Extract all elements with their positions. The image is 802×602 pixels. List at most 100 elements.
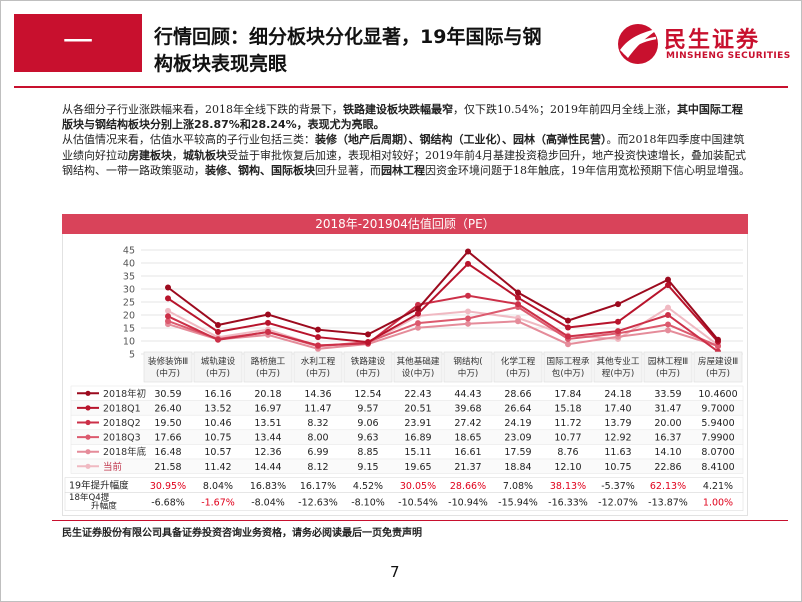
legend-marker — [85, 434, 91, 440]
table-row — [70, 458, 744, 474]
column-header-label: 其他专业工 — [597, 355, 640, 367]
column-header-label: 城轨建设 — [201, 355, 236, 367]
table-cell: 10.77 — [554, 433, 581, 444]
section-number: 一 — [63, 25, 93, 60]
data-point — [265, 311, 271, 318]
y-tick-label: 30 — [123, 285, 135, 296]
summary-cell: -16.33% — [548, 498, 588, 509]
data-point — [565, 324, 571, 331]
data-point — [165, 284, 171, 291]
table-cell: 26.64 — [504, 403, 531, 414]
data-point — [215, 328, 221, 335]
table-cell: 11.47 — [304, 403, 331, 414]
column-header-label: (中万) — [156, 367, 180, 379]
table-cell: 19.50 — [154, 418, 181, 429]
data-point — [365, 331, 371, 338]
table-cell: 16.97 — [254, 403, 281, 414]
column-header-label: 设(中万) — [402, 367, 435, 379]
data-point — [365, 339, 371, 346]
data-point — [615, 301, 621, 308]
intro-run: 装修（地产后周期）、钢结构（工业化）、园林（高弹性民营） — [315, 133, 607, 147]
table-cell: 14.44 — [254, 462, 281, 473]
intro-paragraph-2: 从估值情况来看，估值水平较高的子行业包括三类：装修（地产后周期）、钢结构（工业化… — [62, 132, 752, 178]
column-header-label: (中万) — [206, 367, 230, 379]
summary-cell: -12.07% — [598, 498, 638, 509]
intro-run: 装修、钢构、国际板块 — [205, 163, 315, 177]
table-cell: 17.66 — [154, 433, 181, 444]
data-point — [315, 326, 321, 333]
table-cell: 13.44 — [254, 433, 281, 444]
column-header-cell — [293, 351, 343, 383]
series-line-2 — [167, 294, 719, 353]
data-point — [665, 312, 671, 318]
legend-marker — [85, 449, 91, 455]
column-header-label: (中万) — [356, 367, 380, 379]
column-header-label: 化学工程 — [501, 355, 536, 367]
y-tick-label: 5 — [129, 350, 135, 361]
data-point — [215, 321, 221, 328]
table-cell: 8.12 — [307, 462, 328, 473]
intro-run: 城轨板块 — [183, 148, 227, 162]
column-header-cell — [243, 351, 293, 383]
table-cell: 23.09 — [504, 433, 531, 444]
data-point — [665, 321, 671, 328]
column-header-label: 中万) — [458, 367, 479, 379]
chart-title-bar: 2018年-201904估值回顾（PE） — [62, 214, 748, 234]
column-header-cell — [643, 351, 693, 383]
intro-run: 从估值情况来看，估值水平较高的子行业包括三类： — [62, 133, 315, 147]
logo-mark-icon — [618, 24, 660, 64]
column-header-label: 铁路建设 — [351, 355, 386, 367]
table-cell: 13.51 — [254, 418, 281, 429]
data-point — [515, 301, 521, 308]
table-cell: 20.51 — [404, 403, 431, 414]
data-point — [615, 318, 621, 325]
table-cell: 30.59 — [154, 389, 181, 400]
table-cell: 24.18 — [604, 389, 631, 400]
column-header-cell — [143, 351, 193, 383]
summary-cell: 30.95% — [150, 481, 186, 492]
summary-cell: -13.87% — [648, 498, 688, 509]
data-point — [415, 310, 421, 317]
table-cell: 16.61 — [454, 447, 481, 458]
summary-cell: -5.37% — [601, 481, 635, 492]
table-cell: 20.18 — [254, 389, 281, 400]
data-point — [565, 317, 571, 324]
table-cell: 20.00 — [654, 418, 681, 429]
table-cell: 8.32 — [307, 418, 328, 429]
page-number: 7 — [390, 563, 400, 581]
table-cell: 8.85 — [357, 447, 378, 458]
table-cell: 16.48 — [154, 447, 181, 458]
series-line-4 — [167, 320, 719, 350]
chart-title: 2018年-201904估值回顾（PE） — [315, 217, 495, 231]
summary-row — [64, 492, 744, 511]
minsheng-logo: 民生证券 MINSHENG SECURITIES — [614, 20, 794, 70]
table-cell: 19.65 — [404, 462, 431, 473]
summary-cell: 16.83% — [250, 481, 286, 492]
column-header-label: (中万) — [506, 367, 530, 379]
y-tick-label: 20 — [123, 311, 135, 322]
table-cell: 8.4100 — [701, 462, 734, 473]
intro-run: 其中国际工程版块与钢结构板块分别上涨28.87%和28.24%，表现尤为亮眼。 — [62, 103, 743, 132]
data-point — [465, 308, 471, 315]
data-point — [165, 313, 171, 320]
intro-run: 园林工程 — [381, 163, 425, 177]
data-point — [265, 319, 271, 326]
disclaimer-text: 民生证券股份有限公司具备证券投资咨询业务资格，请务必阅读最后一页免责声明 — [62, 528, 422, 539]
legend-marker — [85, 390, 91, 396]
summary-cell: -12.63% — [298, 498, 338, 509]
data-point — [265, 328, 271, 335]
data-point — [665, 327, 671, 334]
table-cell: 10.57 — [204, 447, 231, 458]
column-header-cell — [693, 351, 743, 383]
data-point — [465, 260, 471, 267]
intro-run: 房建板块 — [128, 148, 172, 162]
table-cell: 28.66 — [504, 389, 531, 400]
section-badge — [14, 14, 142, 72]
table-cell: 24.19 — [504, 418, 531, 429]
table-cell: 17.84 — [554, 389, 581, 400]
intro-paragraph-1: 从各细分子行业涨跌幅来看，2018年全线下跌的背景下，铁路建设板块跌幅最窄，仅下… — [62, 102, 752, 132]
column-header-label: (中万) — [706, 367, 730, 379]
table-cell: 13.79 — [604, 418, 631, 429]
summary-cell: -1.67% — [201, 498, 235, 509]
column-header-cell — [343, 351, 393, 383]
